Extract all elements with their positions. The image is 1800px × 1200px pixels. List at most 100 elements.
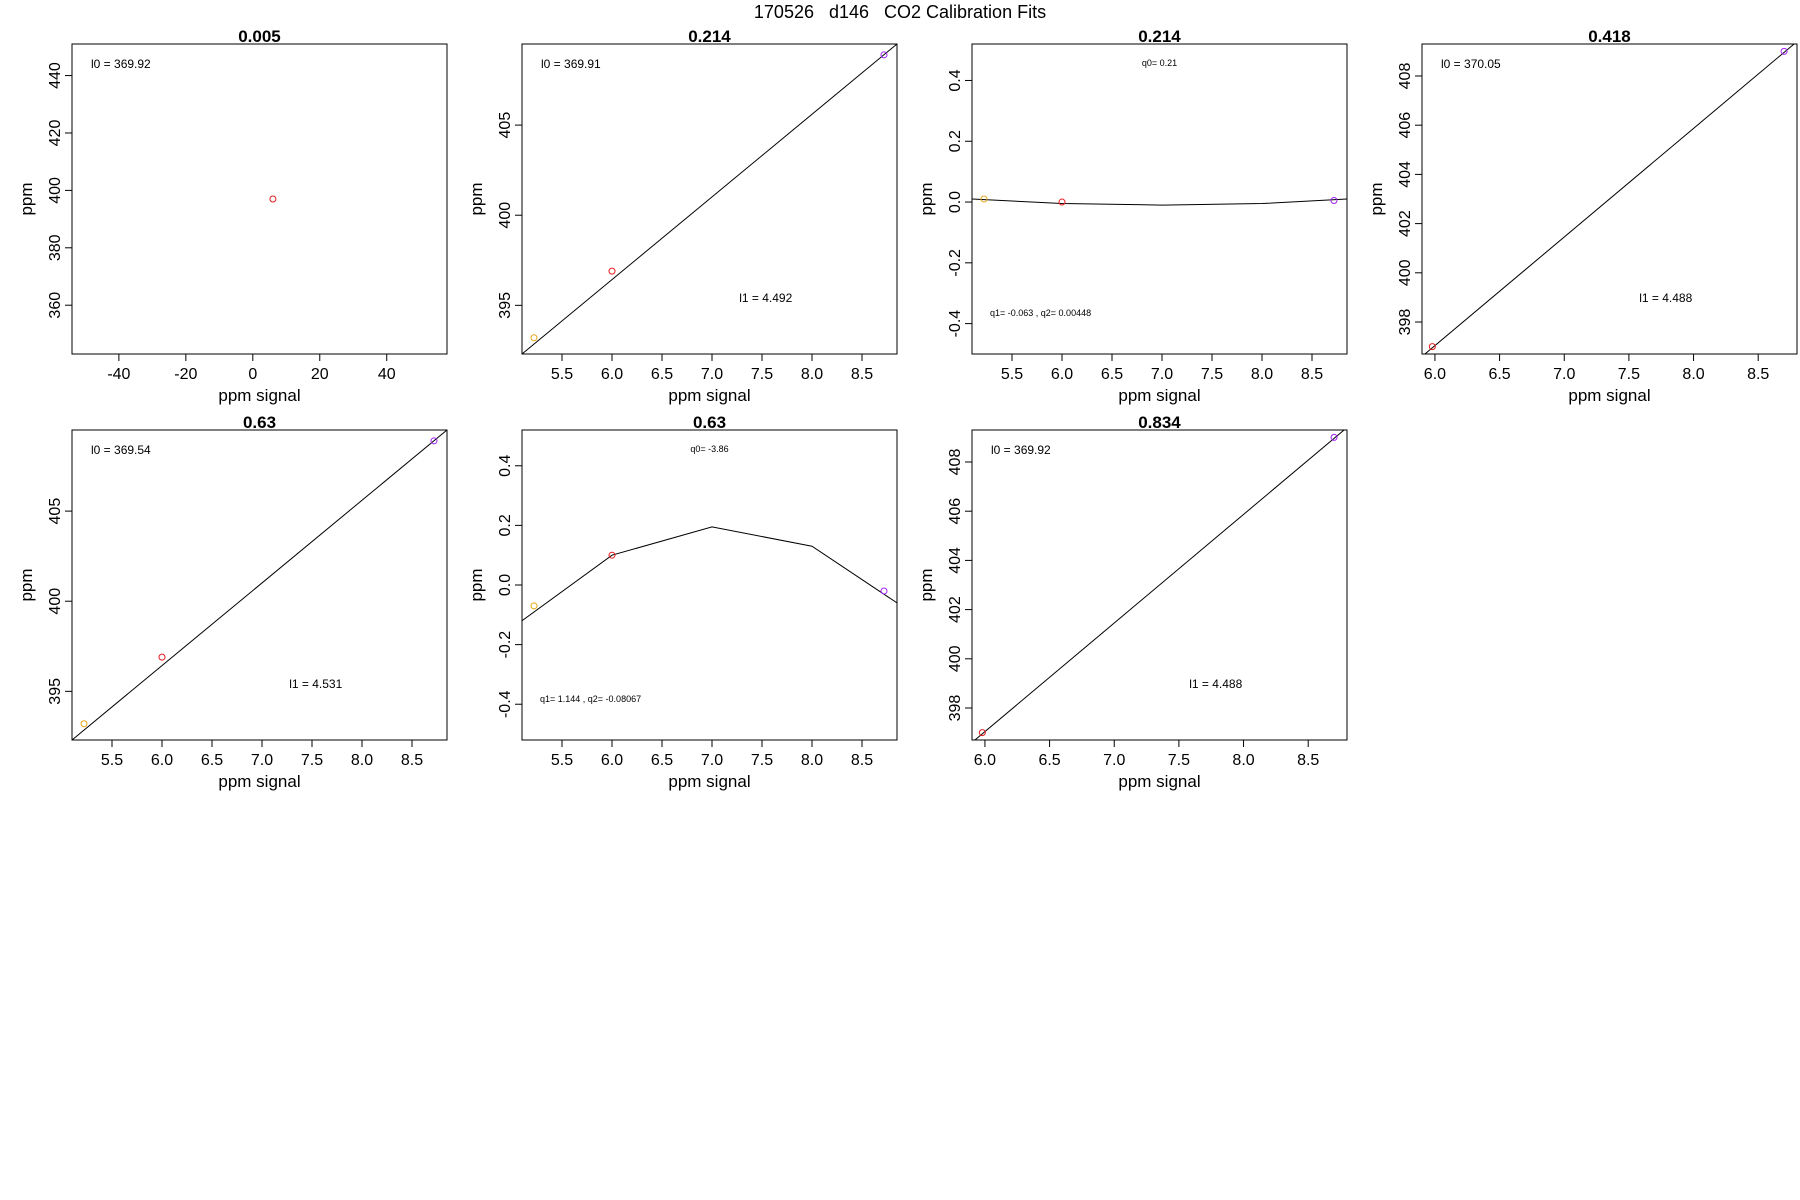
x-tick-label: 8.5: [851, 752, 873, 769]
data-point: [608, 267, 616, 275]
x-tick-label: 6.5: [651, 366, 673, 383]
x-tick-label: 6.0: [1424, 366, 1446, 383]
fit-annotation: l1 = 4.531: [289, 677, 342, 691]
y-axis-label: ppm: [467, 182, 486, 215]
x-tick-label: 40: [378, 366, 396, 383]
y-tick-label: 0.4: [497, 455, 514, 477]
plot-panel-5: 0.63 5.5 6.0 6.5 7.0 7.5 8.0 8.5 395 400 405 ppm si…: [17, 413, 448, 791]
x-tick-label: 6.5: [1101, 366, 1123, 383]
plot-panel-3: 0.214 5.5 6.0 6.5 7.0 7.5 8.0 8.5 -0.4 -0.2 0.0 0.2…: [917, 27, 1348, 405]
y-tick-label: 0.2: [947, 130, 964, 152]
x-axis-label: ppm signal: [218, 386, 300, 405]
fit-annotation: q1= 1.144 , q2= -0.08067: [540, 694, 641, 704]
y-tick-label: 0.4: [947, 69, 964, 91]
page-title: 170526 d146 CO2 Calibration Fits: [753, 2, 1047, 22]
x-tick-label: 6.5: [1038, 752, 1060, 769]
y-tick-label: 402: [1397, 210, 1414, 237]
fit-annotation: l0 = 369.54: [91, 443, 151, 457]
x-axis-label: ppm signal: [218, 772, 300, 791]
x-tick-label: 8.5: [1301, 366, 1323, 383]
plot-panel-2: 0.214 5.5 6.0 6.5 7.0 7.5 8.0 8.5 395 400 405 ppm s…: [467, 27, 898, 405]
x-axis-label: ppm signal: [668, 772, 750, 791]
fit-annotation: l0 = 369.92: [91, 57, 151, 71]
plot-panel-7: 0.834 6.0 6.5 7.0 7.5 8.0 8.5 398 400 402 404 406 40…: [917, 413, 1348, 791]
x-tick-label: 6.0: [974, 752, 996, 769]
x-tick-label: 0: [248, 366, 257, 383]
x-tick-label: 8.0: [351, 752, 373, 769]
x-tick-label: 7.0: [701, 752, 723, 769]
fit-line: [972, 198, 1347, 206]
data-point: [530, 602, 538, 610]
x-tick-label: 8.5: [851, 366, 873, 383]
plot-panel-4: 0.418 6.0 6.5 7.0 7.5 8.0 8.5 398 400 402 404 406 40…: [1367, 27, 1798, 405]
data-point: [1330, 433, 1338, 441]
fit-annotation: q0= 0.21: [1142, 58, 1177, 68]
fit-annotation: q1= -0.063 , q2= 0.00448: [990, 308, 1091, 318]
fit-line: [974, 430, 1345, 740]
y-tick-label: 0.0: [947, 191, 964, 213]
data-point: [1330, 197, 1338, 205]
x-tick-label: 8.5: [1747, 366, 1769, 383]
data-point: [1428, 343, 1436, 351]
fit-annotation: l0 = 369.91: [541, 57, 601, 71]
x-tick-label: 7.0: [251, 752, 273, 769]
x-tick-label: 5.5: [1001, 366, 1023, 383]
data-point: [1780, 47, 1788, 55]
y-tick-label: 395: [47, 678, 64, 705]
y-tick-label: -0.4: [497, 690, 514, 718]
y-tick-label: 406: [947, 498, 964, 525]
x-tick-label: 7.5: [301, 752, 323, 769]
x-tick-label: 8.0: [801, 366, 823, 383]
y-axis-label: ppm: [917, 182, 936, 215]
y-tick-label: 402: [947, 596, 964, 623]
x-axis-label: ppm signal: [668, 386, 750, 405]
y-tick-label: 406: [1397, 112, 1414, 139]
panel-title: 0.63: [243, 413, 276, 432]
x-tick-label: 6.0: [151, 752, 173, 769]
x-tick-label: -20: [174, 366, 197, 383]
y-tick-label: -0.2: [947, 249, 964, 277]
y-tick-label: 405: [497, 112, 514, 139]
y-tick-label: 400: [1397, 259, 1414, 286]
data-point: [530, 334, 538, 342]
x-tick-label: 8.0: [1251, 366, 1273, 383]
y-axis-label: ppm: [17, 182, 36, 215]
x-tick-label: 8.5: [401, 752, 423, 769]
y-tick-label: -0.4: [947, 310, 964, 338]
y-tick-label: 408: [947, 449, 964, 476]
data-point: [880, 51, 888, 59]
data-point: [880, 587, 888, 595]
y-tick-label: -0.2: [497, 631, 514, 659]
fit-annotation: l1 = 4.488: [1639, 291, 1692, 305]
x-tick-label: 6.0: [601, 366, 623, 383]
x-tick-label: 7.5: [1618, 366, 1640, 383]
y-tick-label: 400: [497, 202, 514, 229]
x-tick-label: 7.5: [751, 366, 773, 383]
y-tick-label: 0.0: [497, 574, 514, 596]
y-tick-label: 0.2: [497, 514, 514, 536]
x-tick-label: 8.0: [801, 752, 823, 769]
x-tick-label: 5.5: [551, 366, 573, 383]
panel-title: 0.834: [1138, 413, 1181, 432]
x-tick-label: 6.5: [1488, 366, 1510, 383]
x-tick-label: 7.5: [1201, 366, 1223, 383]
x-tick-label: 7.0: [701, 366, 723, 383]
plot-panel-6: 0.63 5.5 6.0 6.5 7.0 7.5 8.0 8.5 -0.4 -0.2 0.0 0.2 0…: [467, 413, 898, 791]
x-tick-label: 6.5: [651, 752, 673, 769]
fit-annotation: q0= -3.86: [690, 444, 728, 454]
data-point: [978, 729, 986, 737]
y-tick-label: 404: [1397, 161, 1414, 188]
x-tick-label: 5.5: [551, 752, 573, 769]
fit-annotation: l1 = 4.492: [739, 291, 792, 305]
x-axis-label: ppm signal: [1118, 386, 1200, 405]
x-tick-label: 7.0: [1103, 752, 1125, 769]
y-tick-label: 400: [47, 588, 64, 615]
y-axis-label: ppm: [1367, 182, 1386, 215]
panel-title: 0.63: [693, 413, 726, 432]
x-tick-label: 8.5: [1297, 752, 1319, 769]
y-axis-label: ppm: [467, 568, 486, 601]
panel-title: 0.005: [238, 27, 281, 46]
x-tick-label: 8.0: [1232, 752, 1254, 769]
x-tick-label: 8.0: [1682, 366, 1704, 383]
y-tick-label: 408: [1397, 63, 1414, 90]
